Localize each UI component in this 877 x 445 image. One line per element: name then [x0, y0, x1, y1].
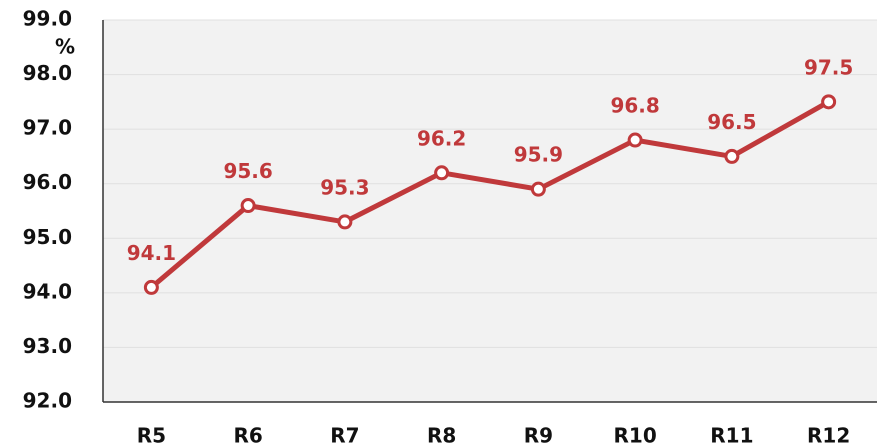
point: [627, 132, 643, 148]
data-label: 96.8: [610, 94, 659, 118]
x-tick-label: R12: [807, 424, 850, 445]
y-tick-label: 98.0: [23, 61, 72, 85]
y-unit-label: %: [55, 35, 75, 59]
point: [821, 94, 837, 110]
x-tick-label: R8: [427, 424, 456, 445]
x-tick-label: R5: [137, 424, 166, 445]
y-tick-label: 96.0: [23, 170, 72, 194]
x-tick-label: R11: [710, 424, 753, 445]
point: [530, 181, 546, 197]
x-tick-label: R10: [614, 424, 657, 445]
data-label: 94.1: [127, 241, 176, 265]
plot-area: [103, 20, 877, 402]
point: [724, 148, 740, 164]
x-tick-label: R6: [233, 424, 262, 445]
y-tick-label: 99.0: [23, 7, 72, 31]
point: [434, 165, 450, 181]
point: [337, 214, 353, 230]
y-tick-label: 97.0: [23, 116, 72, 140]
y-tick-label: 95.0: [23, 225, 72, 249]
data-label: 95.9: [514, 143, 563, 167]
x-tick-label: R9: [524, 424, 553, 445]
y-tick-label: 92.0: [23, 389, 72, 413]
point: [240, 198, 256, 214]
data-label: 96.2: [417, 126, 466, 150]
data-label: 97.5: [804, 55, 853, 79]
point: [143, 279, 159, 295]
y-tick-label: 93.0: [23, 334, 72, 358]
data-label: 95.6: [223, 159, 272, 183]
y-tick-label: 94.0: [23, 279, 72, 303]
line: [149, 99, 830, 290]
x-tick-label: R7: [330, 424, 359, 445]
data-label: 96.5: [707, 110, 756, 134]
data-label: 95.3: [320, 175, 369, 199]
